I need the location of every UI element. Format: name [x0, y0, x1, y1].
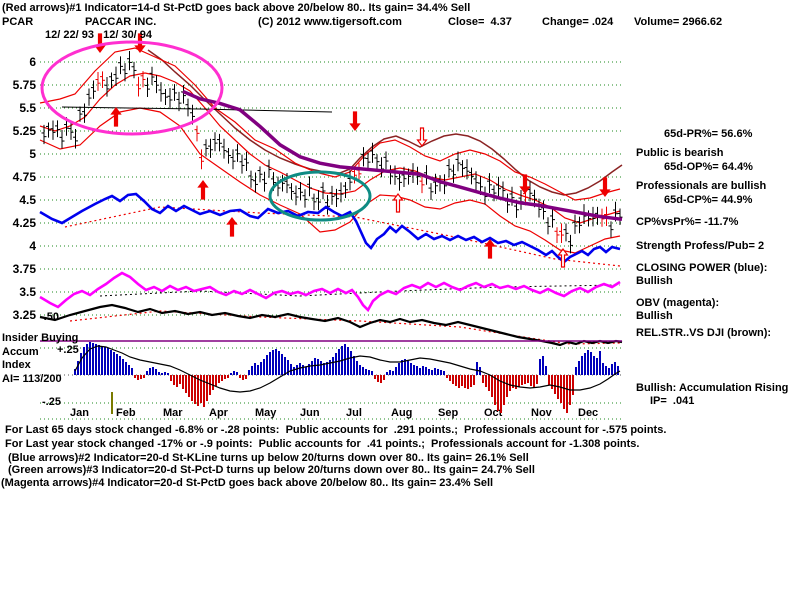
- insider-buying-label: Insider Buying: [2, 332, 79, 344]
- blue-arrows-signal-text: (Blue arrows)#2 Indicator=20-d St-KLine …: [8, 452, 529, 464]
- red-down-arrow-icon: [416, 127, 428, 147]
- price-axis-label: 5.25: [13, 124, 37, 138]
- red-up-arrow-icon: [392, 193, 404, 213]
- month-label: Apr: [209, 407, 229, 419]
- date-range: 12/ 22/ 93 12/ 30/ 94: [45, 29, 153, 41]
- month-label: Jan: [70, 407, 89, 419]
- price-axis-label: 5.5: [19, 101, 36, 115]
- neckline: [61, 106, 333, 113]
- annotation-ellipses: [40, 40, 372, 222]
- green-arrows-signal-text: (Green arrows)#3 Indicator=20-d St-Pct-D…: [8, 464, 535, 476]
- footer-65day-summary: For Last 65 days stock changed -6.8% or …: [5, 424, 667, 436]
- price-axis-label: 4.5: [19, 193, 36, 207]
- cp-pct-value: 65d-CP%= 44.9%: [664, 194, 753, 206]
- price-axis-label: 3.75: [13, 262, 37, 276]
- month-label: Mar: [163, 407, 183, 419]
- magenta-arrows-signal-text: (Magenta arrows)#4 Indicator=20-d St-Pct…: [1, 477, 494, 489]
- signal-arrows: [94, 33, 611, 268]
- price-axis-label: 4.25: [13, 216, 37, 230]
- closing-power-line: [39, 192, 621, 264]
- annotation-ellipse: [268, 170, 372, 222]
- public-status: Public is bearish: [636, 147, 724, 159]
- closing-power-title: CLOSING POWER (blue):: [636, 262, 768, 274]
- strength-ratio-value: Strength Profess/Pub= 2: [636, 240, 765, 252]
- annotation-ellipse: [40, 40, 224, 136]
- month-label: Aug: [391, 407, 412, 419]
- relstr-title: REL.STR..VS DJI (brown):: [636, 327, 772, 339]
- accum-plus25-label: +.25: [57, 344, 79, 356]
- relstr-scale-label: -.50: [40, 311, 59, 323]
- obv-status: Bullish: [636, 310, 673, 322]
- red-up-arrow-icon: [110, 107, 122, 127]
- red-down-arrow-icon: [599, 177, 611, 197]
- ma-purple-line: [182, 89, 623, 222]
- month-label: Jul: [346, 407, 362, 419]
- volume-value: Volume= 2966.62: [634, 16, 723, 28]
- price-axis-label: 5.75: [13, 78, 37, 92]
- accum-histogram: [74, 342, 619, 413]
- red-up-arrow-icon: [226, 217, 238, 237]
- cp-trend-line: [64, 206, 621, 267]
- red-up-arrow-icon: [197, 180, 209, 200]
- month-label: Oct: [484, 407, 503, 419]
- red-down-arrow-icon: [519, 174, 531, 194]
- red-band-lower: [39, 107, 621, 254]
- index-label: Index: [2, 359, 31, 371]
- price-axis-label: 3.5: [19, 285, 36, 299]
- obv-title: OBV (magenta):: [636, 297, 720, 309]
- accumulation-status: Bullish: Accumulation Rising: [636, 382, 789, 394]
- month-label: Feb: [116, 407, 136, 419]
- accum-ma-line: [74, 345, 621, 393]
- price-axis-label: 4: [29, 239, 36, 253]
- red-down-arrow-icon: [349, 111, 361, 131]
- op-pct-value: 65d-OP%= 64.4%: [664, 161, 753, 173]
- ip-value: IP= .041: [650, 395, 695, 407]
- close-value: Close= 4.37: [448, 16, 512, 28]
- footer-year-summary: For Last year stock changed -17% or -.9 …: [5, 438, 640, 450]
- month-label: Dec: [578, 407, 598, 419]
- price-axis-label: 5: [29, 147, 36, 161]
- company-name: PACCAR INC.: [85, 16, 157, 28]
- professionals-status: Professionals are bullish: [636, 180, 767, 192]
- month-label: Jun: [300, 407, 320, 419]
- cp-vs-pr-value: CP%vsPr%= -11.7%: [636, 216, 739, 228]
- accum-minus25-label: -.25: [42, 396, 61, 408]
- price-axis-label: 3.25: [13, 308, 37, 322]
- price-axis: 6 5.75 5.5 5.25 5 4.75 4.5 4.25 4 3.75 3.5 3.25: [13, 55, 37, 322]
- change-value: Change= .024: [542, 16, 614, 28]
- red-up-arrow-icon: [557, 248, 569, 268]
- price-axis-label: 6: [29, 55, 36, 69]
- price-axis-label: 4.75: [13, 170, 37, 184]
- maroon-band-line: [147, 49, 623, 196]
- accum-label: Accum: [2, 346, 39, 358]
- closing-power-status: Bullish: [636, 275, 673, 287]
- copyright-text: (C) 2012 www.tigersoft.com: [258, 16, 402, 28]
- month-axis: Jan Feb Mar Apr May Jun Jul Aug Sep Oct Nov Dec: [70, 407, 598, 419]
- month-label: Nov: [531, 407, 553, 419]
- pr-pct-value: 65d-PR%= 56.6%: [664, 128, 753, 140]
- month-label: Sep: [438, 407, 458, 419]
- relstr-line: [39, 303, 623, 347]
- month-label: May: [255, 407, 277, 419]
- obv-line: [39, 271, 621, 313]
- red-up-arrow-icon: [484, 239, 496, 259]
- red-arrows-signal-text: (Red arrows)#1 Indicator=14-d St-PctD go…: [2, 2, 471, 14]
- ticker-symbol: PCAR: [2, 16, 34, 28]
- price-bars: [41, 50, 623, 254]
- accum-index-value: AI= 113/200: [2, 373, 62, 385]
- relstr-trend-line: [69, 310, 623, 345]
- red-band-upper: [39, 47, 621, 201]
